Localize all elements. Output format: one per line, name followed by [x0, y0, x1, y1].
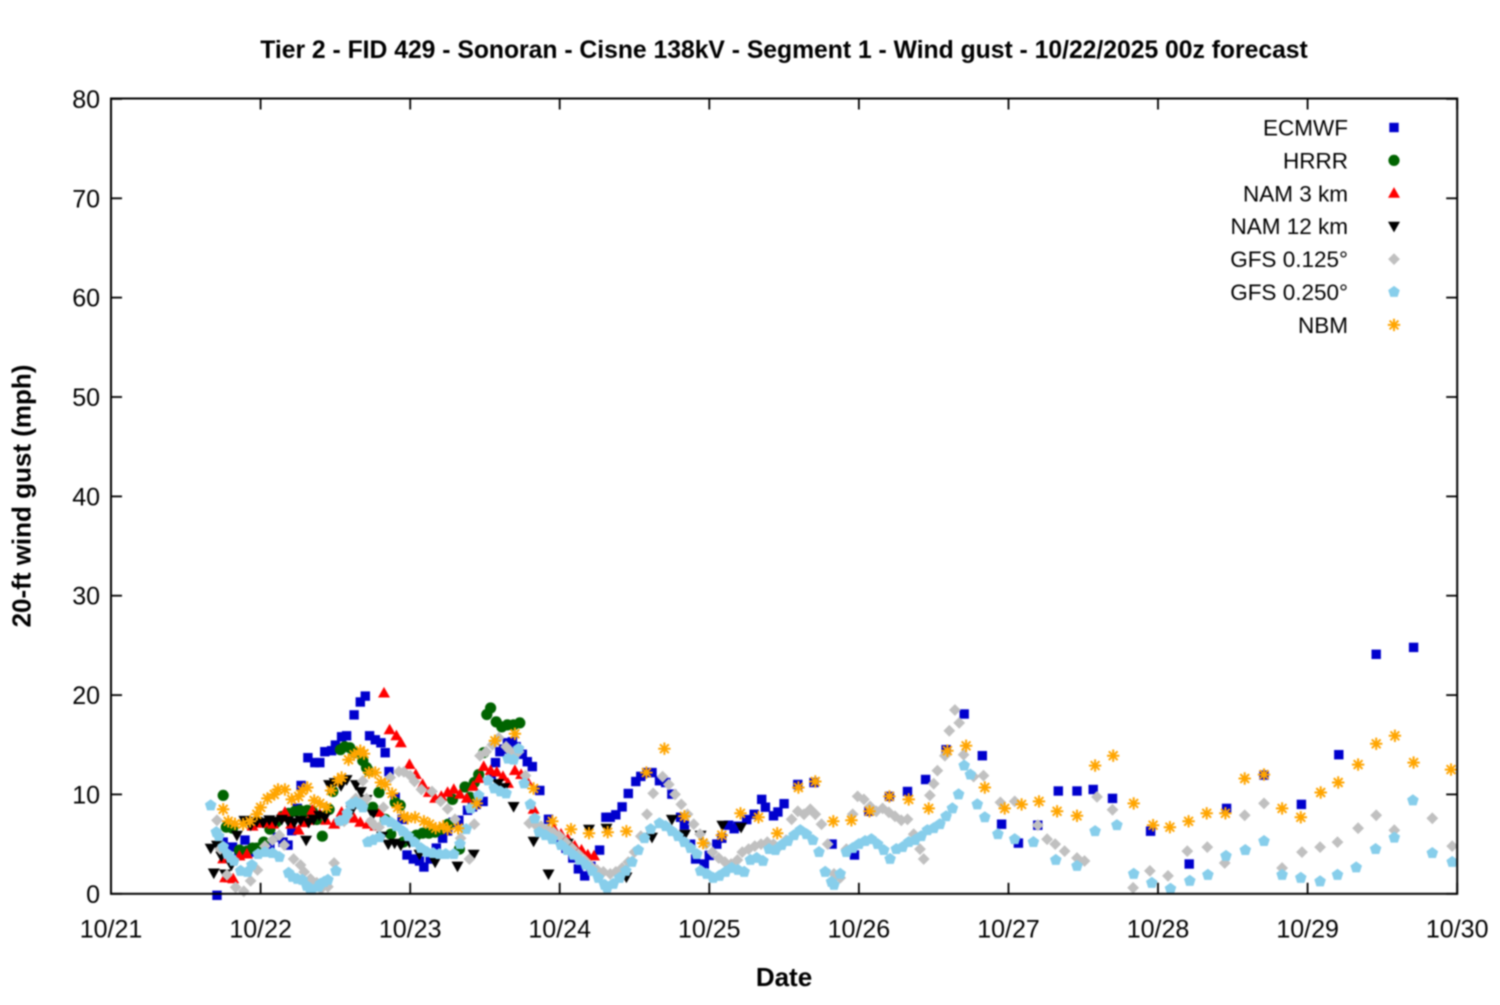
svg-text:ECMWF: ECMWF — [1263, 116, 1348, 141]
svg-text:HRRR: HRRR — [1283, 148, 1348, 173]
svg-text:GFS 0.250°: GFS 0.250° — [1230, 280, 1348, 305]
svg-text:60: 60 — [72, 285, 100, 313]
svg-text:Tier 2 - FID 429 - Sonoran - C: Tier 2 - FID 429 - Sonoran - Cisne 138kV… — [260, 37, 1308, 64]
svg-text:10: 10 — [72, 781, 100, 809]
svg-text:10/24: 10/24 — [528, 916, 591, 944]
svg-text:30: 30 — [72, 583, 100, 611]
svg-text:10/23: 10/23 — [379, 916, 442, 944]
svg-text:20-ft wind gust (mph): 20-ft wind gust (mph) — [7, 365, 37, 628]
svg-text:GFS 0.125°: GFS 0.125° — [1230, 247, 1348, 272]
svg-text:10/21: 10/21 — [80, 916, 143, 944]
svg-text:10/22: 10/22 — [229, 916, 292, 944]
svg-text:10/26: 10/26 — [828, 916, 891, 944]
svg-text:0: 0 — [86, 881, 100, 909]
svg-text:10/28: 10/28 — [1127, 916, 1190, 944]
svg-text:NAM 12 km: NAM 12 km — [1230, 214, 1348, 239]
svg-text:40: 40 — [72, 483, 100, 511]
svg-text:NBM: NBM — [1298, 313, 1348, 338]
svg-text:10/29: 10/29 — [1276, 916, 1339, 944]
svg-text:Date: Date — [756, 962, 812, 992]
svg-text:20: 20 — [72, 682, 100, 710]
svg-text:70: 70 — [72, 185, 100, 213]
svg-text:10/27: 10/27 — [977, 916, 1040, 944]
svg-text:NAM 3 km: NAM 3 km — [1243, 181, 1348, 206]
svg-text:80: 80 — [72, 86, 100, 114]
svg-text:10/30: 10/30 — [1426, 916, 1489, 944]
svg-text:10/25: 10/25 — [678, 916, 741, 944]
svg-text:50: 50 — [72, 384, 100, 412]
